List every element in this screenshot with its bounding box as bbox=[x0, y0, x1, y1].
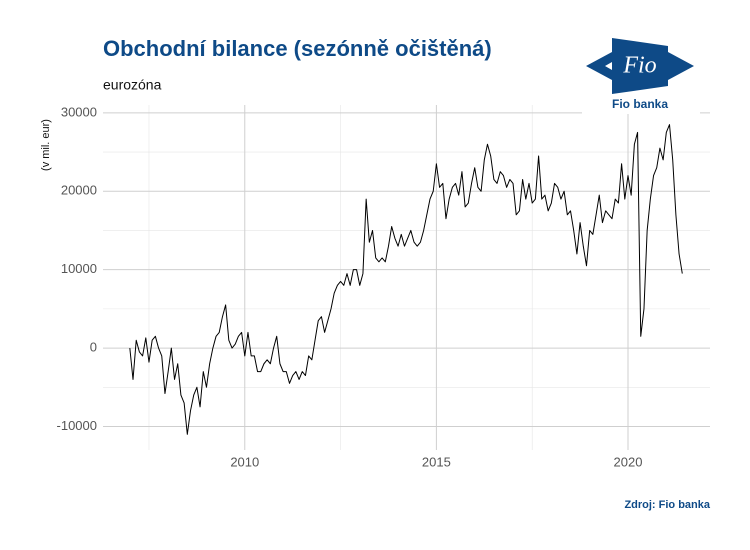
y-tick-label: 20000 bbox=[61, 183, 97, 198]
logo-notch bbox=[605, 62, 612, 70]
y-axis-label: (v mil. eur) bbox=[40, 119, 52, 171]
logo-name: Fio banka bbox=[612, 97, 668, 111]
y-tick-label: 30000 bbox=[61, 104, 97, 119]
logo-mark: Fio bbox=[622, 53, 656, 79]
x-tick-label: 2010 bbox=[230, 454, 259, 469]
x-tick-label: 2020 bbox=[614, 454, 643, 469]
y-tick-label: 0 bbox=[90, 340, 97, 355]
data-line bbox=[129, 124, 683, 435]
chart-subtitle: eurozóna bbox=[103, 77, 162, 93]
logo-body bbox=[612, 38, 668, 94]
x-tick-label: 2015 bbox=[422, 454, 451, 469]
y-tick-label: 10000 bbox=[61, 261, 97, 276]
source: Zdroj: Fio banka bbox=[624, 499, 710, 511]
logo-right bbox=[668, 52, 694, 80]
logo: Fio Fio banka bbox=[582, 32, 700, 114]
y-tick-label: -10000 bbox=[57, 418, 97, 433]
chart-title: Obchodní bilance (sezónně očištěná) bbox=[103, 36, 492, 61]
logo-left bbox=[586, 52, 612, 80]
